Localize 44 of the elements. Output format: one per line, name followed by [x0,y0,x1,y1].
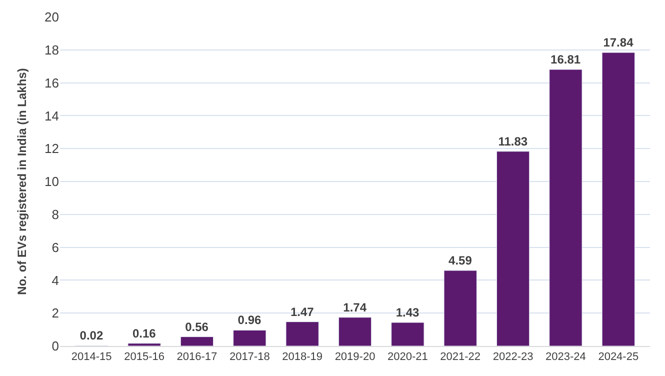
y-tick-label: 0 [52,338,59,354]
data-label: 4.59 [448,253,472,268]
y-axis-title: No. of EVs registered in India (in Lakhs) [14,68,29,295]
x-tick-label: 2019-20 [334,351,376,364]
x-tick-label: 2014-15 [71,351,112,364]
x-tick-label: 2023-24 [546,351,586,364]
data-label: 1.47 [290,304,314,319]
data-label: 0.96 [238,313,262,328]
y-tick-label: 4 [52,272,59,288]
x-tick-label: 2018-19 [282,351,323,364]
data-label: 0.56 [185,320,209,334]
x-tick-label: 2024-25 [598,351,639,364]
y-tick-label: 6 [52,240,59,255]
data-label: 1.43 [396,305,420,320]
x-tick-label: 2016-17 [176,351,218,364]
y-tick-label: 2 [52,306,59,321]
y-tick-label: 8 [52,206,59,222]
y-tick-label: 14 [44,108,59,124]
bar [128,343,161,346]
y-tick-label: 16 [44,75,59,90]
x-tick-label: 2020-21 [387,351,428,364]
x-tick-label: 2017-18 [229,351,270,364]
bar [338,317,372,346]
x-tick-label: 2021-22 [440,351,481,364]
data-label: 17.84 [603,36,634,50]
data-label: 0.16 [132,326,156,340]
bar [286,322,319,346]
data-label: 11.83 [498,134,528,148]
bar [496,151,530,346]
data-label: 1.74 [343,300,367,314]
data-label: 0.02 [80,328,104,343]
y-tick-label: 18 [44,42,59,58]
bar [444,270,477,346]
bar [602,52,635,346]
bar [549,69,582,346]
bar [233,330,266,346]
x-tick-label: 2015-16 [124,351,164,364]
x-tick-label: 2022-23 [492,351,534,364]
bar [391,322,424,346]
y-tick-label: 12 [44,141,59,156]
bar [180,336,214,346]
y-tick-label: 10 [44,174,59,190]
y-tick-label: 20 [44,10,59,25]
data-label: 16.81 [550,52,581,66]
